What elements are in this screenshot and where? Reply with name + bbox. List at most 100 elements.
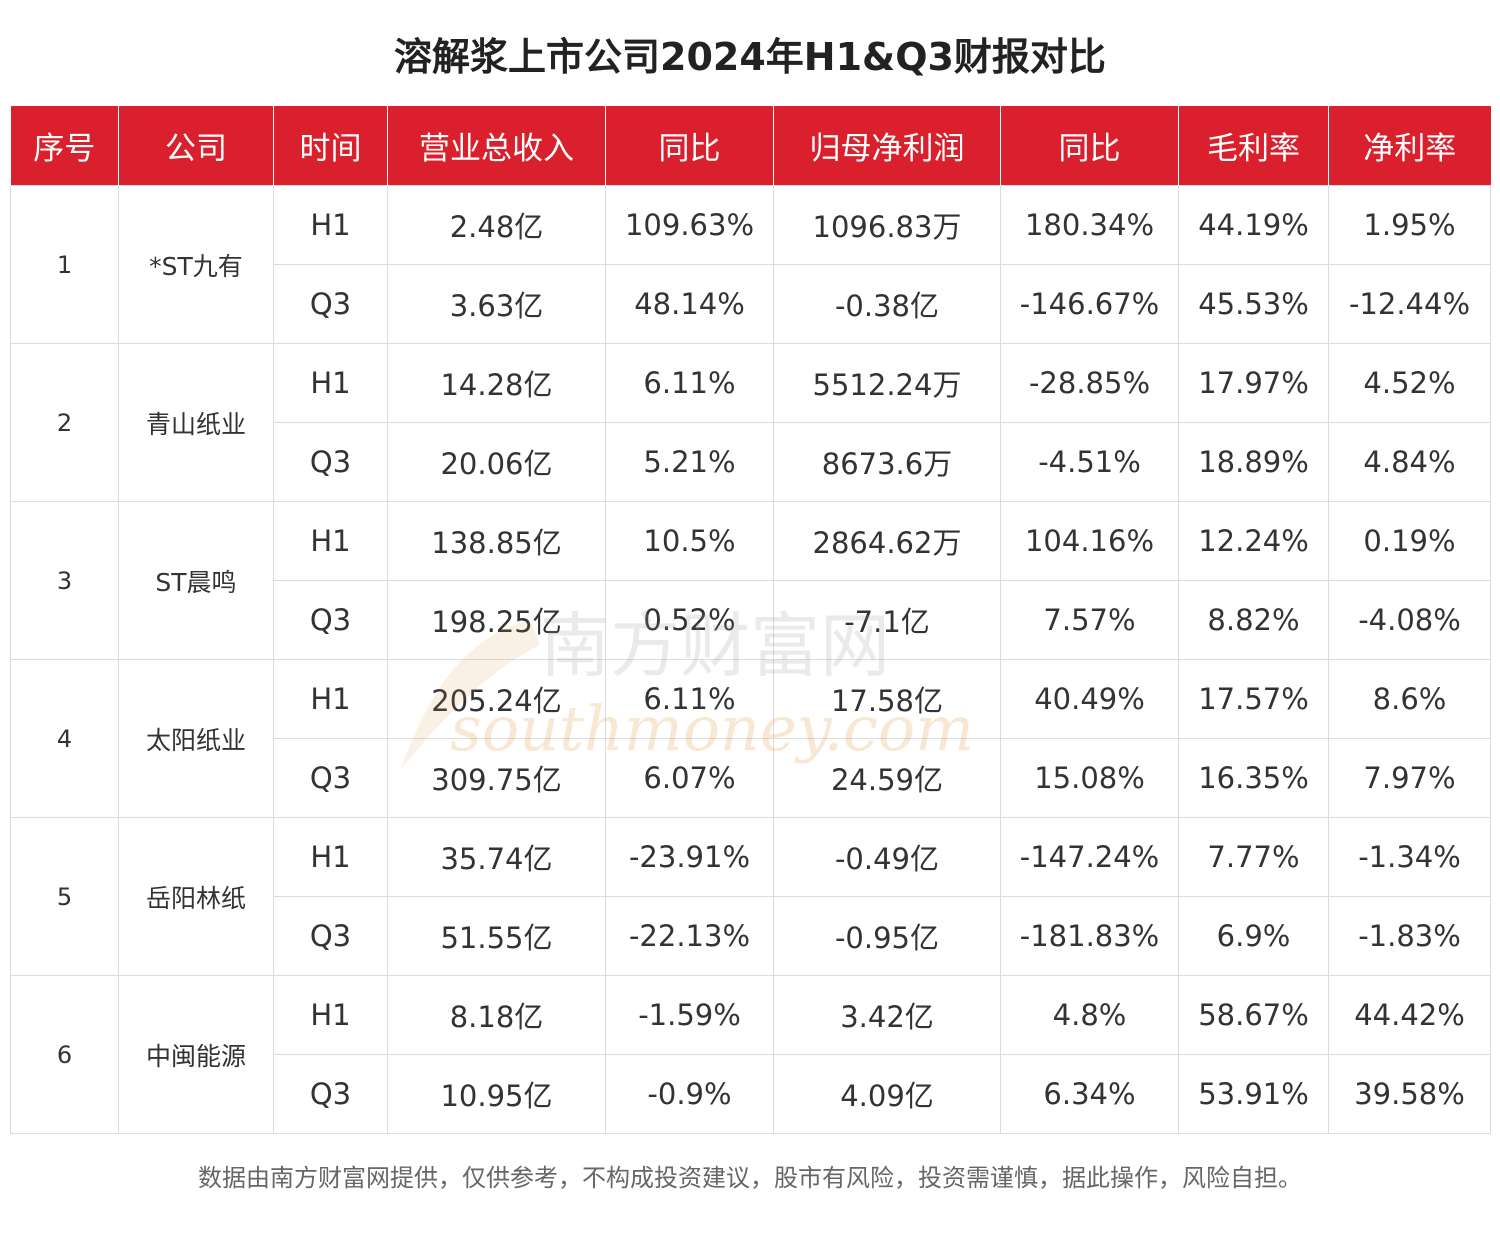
revenue-cell: 51.55亿 — [387, 896, 606, 976]
header-revenue: 营业总收入 — [387, 106, 606, 186]
index-cell: 2 — [10, 343, 119, 502]
revenue-cell: 205.24亿 — [387, 659, 606, 739]
company-cell: 太阳纸业 — [118, 659, 274, 818]
net-margin-cell: -1.83% — [1328, 896, 1491, 976]
net-profit-cell: 8673.6万 — [773, 422, 1001, 502]
net-margin-cell: 7.97% — [1328, 738, 1491, 818]
revenue-yoy-cell: 5.21% — [605, 422, 774, 502]
index-cell: 1 — [10, 185, 119, 344]
period-cell: H1 — [273, 343, 388, 423]
gross-margin-cell: 12.24% — [1178, 501, 1329, 581]
net-margin-cell: -12.44% — [1328, 264, 1491, 344]
net-margin-cell: 39.58% — [1328, 1054, 1491, 1134]
revenue-cell: 14.28亿 — [387, 343, 606, 423]
header-company: 公司 — [118, 106, 274, 186]
index-cell: 6 — [10, 975, 119, 1134]
header-revenue-yoy: 同比 — [605, 106, 774, 186]
profit-yoy-cell: 104.16% — [1000, 501, 1179, 581]
gross-margin-cell: 6.9% — [1178, 896, 1329, 976]
table-row: Q3 51.55亿 -22.13% -0.95亿 -181.83% 6.9% -1.83% — [11, 896, 1491, 976]
header-net-margin: 净利率 — [1328, 106, 1491, 186]
table-row: 6 中闽能源 H1 8.18亿 -1.59% 3.42亿 4.8% 58.67% 44.42% — [10, 975, 1491, 1134]
period-cell: H1 — [273, 501, 388, 581]
table-row: 2 青山纸业 H1 14.28亿 6.11% 5512.24万 -28.85% 17.97% 4… — [10, 343, 1491, 502]
period-cell: H1 — [273, 817, 388, 897]
revenue-cell: 20.06亿 — [387, 422, 606, 502]
table-row: 1 *ST九有 H1 2.48亿 109.63% 1096.83万 180.34% 44.19… — [10, 185, 1491, 344]
revenue-cell: 198.25亿 — [387, 580, 606, 660]
index-cell: 4 — [10, 659, 119, 818]
revenue-cell: 138.85亿 — [387, 501, 606, 581]
table-row: Q3 20.06亿 5.21% 8673.6万 -4.51% 18.89% 4.84% — [11, 422, 1491, 502]
profit-yoy-cell: 4.8% — [1000, 975, 1179, 1055]
net-margin-cell: 4.84% — [1328, 422, 1491, 502]
net-profit-cell: 24.59亿 — [773, 738, 1001, 818]
page-title: 溶解浆上市公司2024年H1&Q3财报对比 — [394, 35, 1106, 79]
index-cell: 5 — [10, 817, 119, 976]
header-net-profit: 归母净利润 — [773, 106, 1001, 186]
table-row: 4 太阳纸业 H1 205.24亿 6.11% 17.58亿 40.49% 17.57% 8.6… — [10, 659, 1491, 818]
net-profit-cell: -7.1亿 — [773, 580, 1001, 660]
gross-margin-cell: 18.89% — [1178, 422, 1329, 502]
period-cell: Q3 — [273, 264, 388, 344]
net-profit-cell: 5512.24万 — [773, 343, 1001, 423]
gross-margin-cell: 8.82% — [1178, 580, 1329, 660]
net-margin-cell: 1.95% — [1328, 185, 1491, 265]
profit-yoy-cell: -181.83% — [1000, 896, 1179, 976]
header-profit-yoy: 同比 — [1000, 106, 1179, 186]
revenue-yoy-cell: 6.07% — [605, 738, 774, 818]
period-cell: H1 — [273, 659, 388, 739]
net-margin-cell: 8.6% — [1328, 659, 1491, 739]
period-cell: H1 — [273, 185, 388, 265]
profit-yoy-cell: -4.51% — [1000, 422, 1179, 502]
revenue-yoy-cell: 6.11% — [605, 659, 774, 739]
net-profit-cell: 1096.83万 — [773, 185, 1001, 265]
revenue-cell: 8.18亿 — [387, 975, 606, 1055]
net-profit-cell: 4.09亿 — [773, 1054, 1001, 1134]
net-profit-cell: -0.49亿 — [773, 817, 1001, 897]
net-profit-cell: -0.95亿 — [773, 896, 1001, 976]
profit-yoy-cell: -147.24% — [1000, 817, 1179, 897]
profit-yoy-cell: -146.67% — [1000, 264, 1179, 344]
revenue-yoy-cell: 48.14% — [605, 264, 774, 344]
gross-margin-cell: 16.35% — [1178, 738, 1329, 818]
header-gross-margin: 毛利率 — [1178, 106, 1329, 186]
revenue-yoy-cell: 109.63% — [605, 185, 774, 265]
net-profit-cell: 3.42亿 — [773, 975, 1001, 1055]
period-cell: Q3 — [273, 896, 388, 976]
table-row: Q3 309.75亿 6.07% 24.59亿 15.08% 16.35% 7.97% — [11, 738, 1491, 818]
profit-yoy-cell: 7.57% — [1000, 580, 1179, 660]
revenue-yoy-cell: -0.9% — [605, 1054, 774, 1134]
net-margin-cell: -4.08% — [1328, 580, 1491, 660]
table-row: Q3 198.25亿 0.52% -7.1亿 7.57% 8.82% -4.08% — [11, 580, 1491, 660]
financial-comparison-table: 序号 公司 时间 营业总收入 同比 归母净利润 同比 毛利率 净利率 1 *ST九… — [10, 106, 1491, 1134]
table-body: 1 *ST九有 H1 2.48亿 109.63% 1096.83万 180.34% 44.19… — [10, 185, 1491, 1134]
table-row: 3 ST晨鸣 H1 138.85亿 10.5% 2864.62万 104.16% 12.24%… — [10, 501, 1491, 660]
index-cell: 3 — [10, 501, 119, 660]
disclaimer-footnote: 数据由南方财富网提供，仅供参考，不构成投资建议，股市有风险，投资需谨慎，据此操作… — [198, 1164, 1302, 1192]
gross-margin-cell: 7.77% — [1178, 817, 1329, 897]
gross-margin-cell: 58.67% — [1178, 975, 1329, 1055]
revenue-yoy-cell: -22.13% — [605, 896, 774, 976]
revenue-cell: 10.95亿 — [387, 1054, 606, 1134]
net-profit-cell: -0.38亿 — [773, 264, 1001, 344]
net-margin-cell: -1.34% — [1328, 817, 1491, 897]
revenue-cell: 35.74亿 — [387, 817, 606, 897]
company-cell: 青山纸业 — [118, 343, 274, 502]
profit-yoy-cell: 15.08% — [1000, 738, 1179, 818]
gross-margin-cell: 44.19% — [1178, 185, 1329, 265]
profit-yoy-cell: 180.34% — [1000, 185, 1179, 265]
gross-margin-cell: 17.57% — [1178, 659, 1329, 739]
revenue-yoy-cell: -1.59% — [605, 975, 774, 1055]
revenue-yoy-cell: 6.11% — [605, 343, 774, 423]
net-profit-cell: 17.58亿 — [773, 659, 1001, 739]
company-cell: *ST九有 — [118, 185, 274, 344]
period-cell: Q3 — [273, 1054, 388, 1134]
revenue-cell: 2.48亿 — [387, 185, 606, 265]
company-cell: ST晨鸣 — [118, 501, 274, 660]
gross-margin-cell: 53.91% — [1178, 1054, 1329, 1134]
period-cell: Q3 — [273, 580, 388, 660]
gross-margin-cell: 45.53% — [1178, 264, 1329, 344]
profit-yoy-cell: 6.34% — [1000, 1054, 1179, 1134]
net-profit-cell: 2864.62万 — [773, 501, 1001, 581]
